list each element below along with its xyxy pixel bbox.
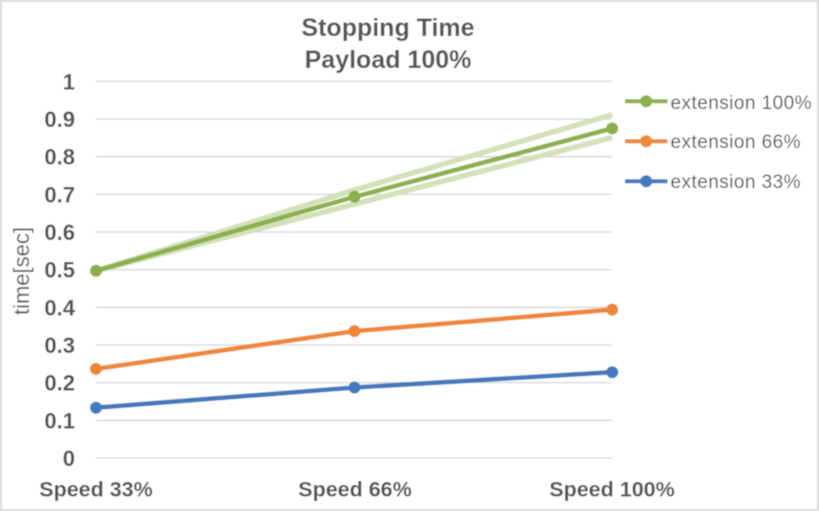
svg-text:0: 0	[63, 446, 75, 471]
svg-text:1: 1	[63, 69, 75, 94]
svg-text:time[sec]: time[sec]	[9, 227, 34, 315]
svg-text:Speed 33%: Speed 33%	[39, 478, 153, 502]
svg-text:Stopping Time: Stopping Time	[301, 14, 474, 42]
svg-text:0.7: 0.7	[44, 182, 75, 207]
svg-text:0.3: 0.3	[44, 333, 75, 358]
svg-text:extension 66%: extension 66%	[671, 132, 802, 153]
svg-text:0.4: 0.4	[44, 295, 75, 320]
svg-text:extension 33%: extension 33%	[671, 172, 802, 193]
svg-text:Payload 100%: Payload 100%	[305, 46, 472, 74]
svg-text:0.9: 0.9	[44, 107, 75, 132]
svg-text:Speed 100%: Speed 100%	[549, 478, 674, 502]
svg-text:Speed 66%: Speed 66%	[298, 478, 412, 502]
svg-text:0.5: 0.5	[44, 258, 75, 283]
svg-text:0.2: 0.2	[44, 371, 75, 396]
svg-text:0.1: 0.1	[44, 408, 75, 433]
svg-text:0.6: 0.6	[44, 220, 75, 245]
svg-text:extension 100%: extension 100%	[671, 93, 813, 114]
svg-text:0.8: 0.8	[44, 145, 75, 170]
